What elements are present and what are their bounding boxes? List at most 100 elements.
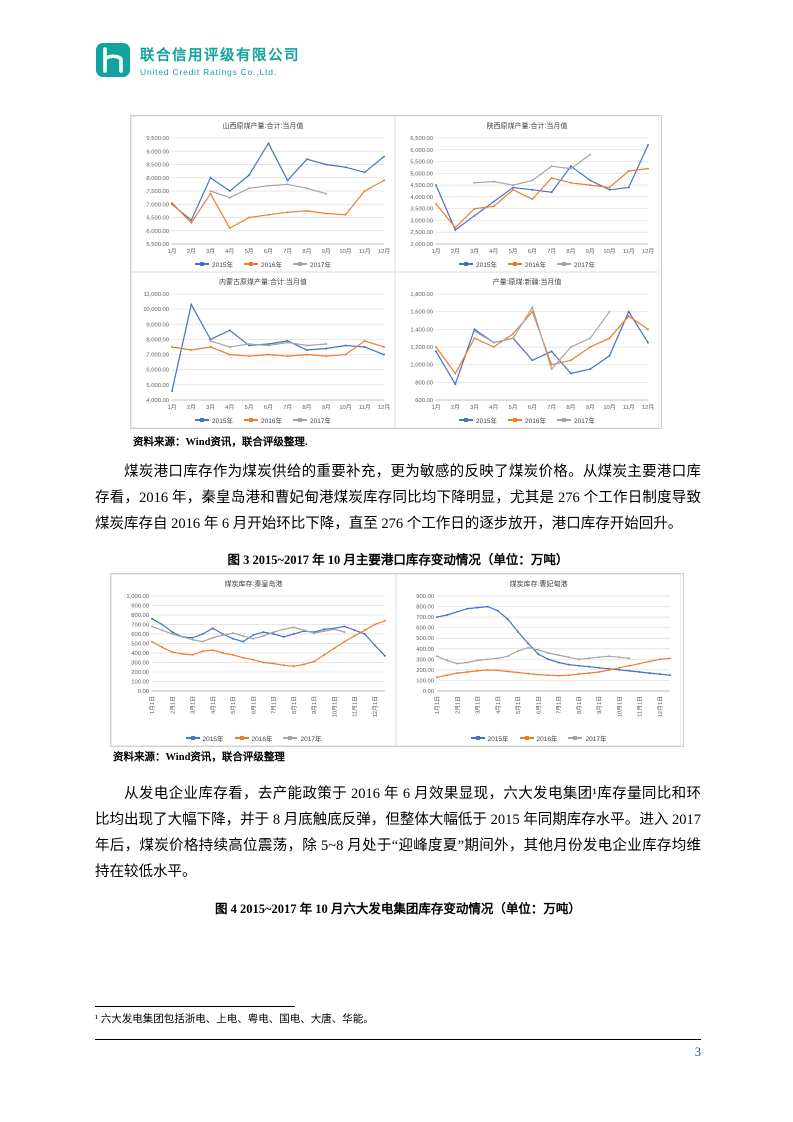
chart-inner-mongolia-coal-output: 内蒙古原煤产量:合计:当月值 4,000.00 5,000.00 6,000.00 7,… — [131, 272, 395, 428]
footnote-divider — [95, 1006, 295, 1007]
svg-text:4月1日: 4月1日 — [495, 696, 502, 714]
svg-text:1月: 1月 — [431, 404, 440, 411]
svg-text:12月: 12月 — [642, 404, 654, 411]
source-note-mid: 资料来源：Wind资讯，联合评级整理 — [113, 752, 285, 763]
svg-text:9月1日: 9月1日 — [311, 696, 318, 714]
svg-text:1,000.00: 1,000.00 — [126, 594, 149, 600]
company-logo-icon — [96, 43, 130, 77]
svg-text:100.00: 100.00 — [131, 680, 149, 686]
page-number: 3 — [694, 1045, 701, 1059]
svg-text:7月: 7月 — [547, 404, 556, 411]
svg-text:5月1日: 5月1日 — [515, 696, 522, 714]
svg-text:6月: 6月 — [264, 248, 273, 255]
svg-text:12月1日: 12月1日 — [372, 696, 379, 717]
svg-text:6月: 6月 — [264, 404, 273, 411]
svg-text:10月1日: 10月1日 — [331, 696, 338, 717]
svg-text:4月: 4月 — [225, 248, 234, 255]
svg-text:6,500.00: 6,500.00 — [410, 136, 433, 142]
svg-text:8月: 8月 — [566, 404, 575, 411]
svg-text:3月1日: 3月1日 — [475, 696, 482, 714]
svg-text:0.00: 0.00 — [423, 689, 434, 695]
paragraph-port-inventory: 煤炭港口库存作为煤炭供给的重要补充，更为敏感的反映了煤炭价格。从煤炭主要港口库存… — [95, 464, 701, 532]
svg-text:700.00: 700.00 — [416, 615, 434, 621]
svg-text:12月: 12月 — [642, 248, 654, 255]
svg-text:600.00: 600.00 — [131, 632, 149, 638]
svg-text:11月1日: 11月1日 — [637, 696, 644, 717]
svg-text:5,000.00: 5,000.00 — [146, 383, 169, 389]
svg-text:800.00: 800.00 — [131, 613, 149, 619]
svg-text:2,000.00: 2,000.00 — [410, 242, 433, 248]
svg-text:11月: 11月 — [359, 248, 371, 255]
svg-text:600.00: 600.00 — [415, 398, 433, 404]
svg-text:3月: 3月 — [470, 404, 479, 411]
svg-text:2月: 2月 — [187, 404, 196, 411]
svg-text:6,500.00: 6,500.00 — [146, 216, 169, 222]
svg-text:500.00: 500.00 — [131, 642, 149, 648]
svg-text:2月: 2月 — [451, 404, 460, 411]
svg-text:7月1日: 7月1日 — [556, 696, 563, 714]
chart-shanxi-coal-output: 山西原煤产量:合计:当月值 5,500.00 6,000.00 6,500.00 7,0… — [131, 116, 395, 272]
svg-text:5月: 5月 — [245, 404, 254, 411]
svg-text:1月: 1月 — [167, 248, 176, 255]
svg-text:5月: 5月 — [509, 404, 518, 411]
svg-text:6,000.00: 6,000.00 — [146, 229, 169, 235]
svg-text:6,000.00: 6,000.00 — [410, 148, 433, 154]
svg-text:800.00: 800.00 — [415, 380, 433, 386]
svg-text:2月: 2月 — [451, 248, 460, 255]
svg-text:9,000.00: 9,000.00 — [146, 322, 169, 328]
svg-text:200.00: 200.00 — [131, 670, 149, 676]
svg-text:600.00: 600.00 — [416, 626, 434, 632]
source-note-top: 资料来源：Wind资讯，联合评级整理. — [133, 437, 308, 448]
svg-text:7,500.00: 7,500.00 — [146, 189, 169, 195]
svg-text:11月: 11月 — [623, 248, 635, 255]
svg-text:5,000.00: 5,000.00 — [410, 171, 433, 177]
svg-text:5月: 5月 — [509, 248, 518, 255]
svg-text:3月: 3月 — [470, 248, 479, 255]
svg-text:7月1日: 7月1日 — [271, 696, 278, 714]
svg-text:800.00: 800.00 — [416, 605, 434, 611]
footer-divider — [95, 1039, 701, 1040]
svg-text:3月: 3月 — [206, 248, 215, 255]
svg-text:5,500.00: 5,500.00 — [146, 242, 169, 248]
svg-text:4月: 4月 — [489, 248, 498, 255]
chart-qinhuangdao-port-inventory: 煤炭库存:秦皇岛港 0.00 100.00 200.00 300.00 400.00 500… — [111, 574, 396, 746]
svg-text:9月: 9月 — [322, 404, 331, 411]
svg-text:8月: 8月 — [566, 248, 575, 255]
svg-text:1,400.00: 1,400.00 — [410, 327, 433, 333]
svg-text:7月: 7月 — [283, 248, 292, 255]
svg-text:7月: 7月 — [547, 248, 556, 255]
svg-text:4,500.00: 4,500.00 — [410, 183, 433, 189]
svg-text:6月: 6月 — [528, 404, 537, 411]
svg-text:300.00: 300.00 — [416, 657, 434, 663]
svg-text:400.00: 400.00 — [416, 647, 434, 653]
svg-text:12月1日: 12月1日 — [657, 696, 664, 717]
svg-text:11,000.00: 11,000.00 — [144, 292, 169, 298]
svg-text:1,800.00: 1,800.00 — [410, 292, 433, 298]
company-name-en: United Credit Ratings Co.,Ltd. — [140, 66, 277, 77]
svg-text:10月: 10月 — [603, 248, 615, 255]
svg-text:5,500.00: 5,500.00 — [410, 160, 433, 166]
svg-text:9月: 9月 — [586, 248, 595, 255]
svg-text:10,000.00: 10,000.00 — [143, 307, 169, 313]
svg-text:3,500.00: 3,500.00 — [410, 207, 433, 213]
svg-text:9月: 9月 — [586, 404, 595, 411]
svg-text:11月: 11月 — [623, 404, 635, 411]
figure3-caption: 图 3 2015~2017 年 10 月主要港口库存变动情况（单位：万吨） — [227, 553, 569, 567]
svg-text:2,500.00: 2,500.00 — [410, 230, 433, 236]
svg-text:10月: 10月 — [339, 404, 351, 411]
chart-caofeidian-port-inventory: 煤炭库存:曹妃甸港 0.00 100.00 200.00 300.00 400.00 500… — [396, 574, 681, 746]
svg-text:10月: 10月 — [603, 404, 615, 411]
svg-text:3,000.00: 3,000.00 — [410, 218, 433, 224]
svg-text:11月1日: 11月1日 — [352, 696, 359, 717]
svg-text:8,000.00: 8,000.00 — [146, 337, 169, 343]
svg-text:1月: 1月 — [431, 248, 440, 255]
svg-text:3月: 3月 — [206, 404, 215, 411]
svg-text:4,000.00: 4,000.00 — [410, 195, 433, 201]
figure4-caption: 图 4 2015~2017 年 10 月六大发电集团库存变动情况（单位：万吨） — [215, 902, 581, 916]
svg-text:1,600.00: 1,600.00 — [410, 310, 433, 316]
svg-text:0.00: 0.00 — [138, 689, 149, 695]
port-inventory-chart-grid: 煤炭库存:秦皇岛港 0.00 100.00 200.00 300.00 400.00 500… — [110, 573, 684, 747]
svg-text:400.00: 400.00 — [131, 651, 149, 657]
company-name-cn: 联合信用评级有限公司 — [140, 47, 300, 64]
svg-text:7,000.00: 7,000.00 — [146, 353, 169, 359]
